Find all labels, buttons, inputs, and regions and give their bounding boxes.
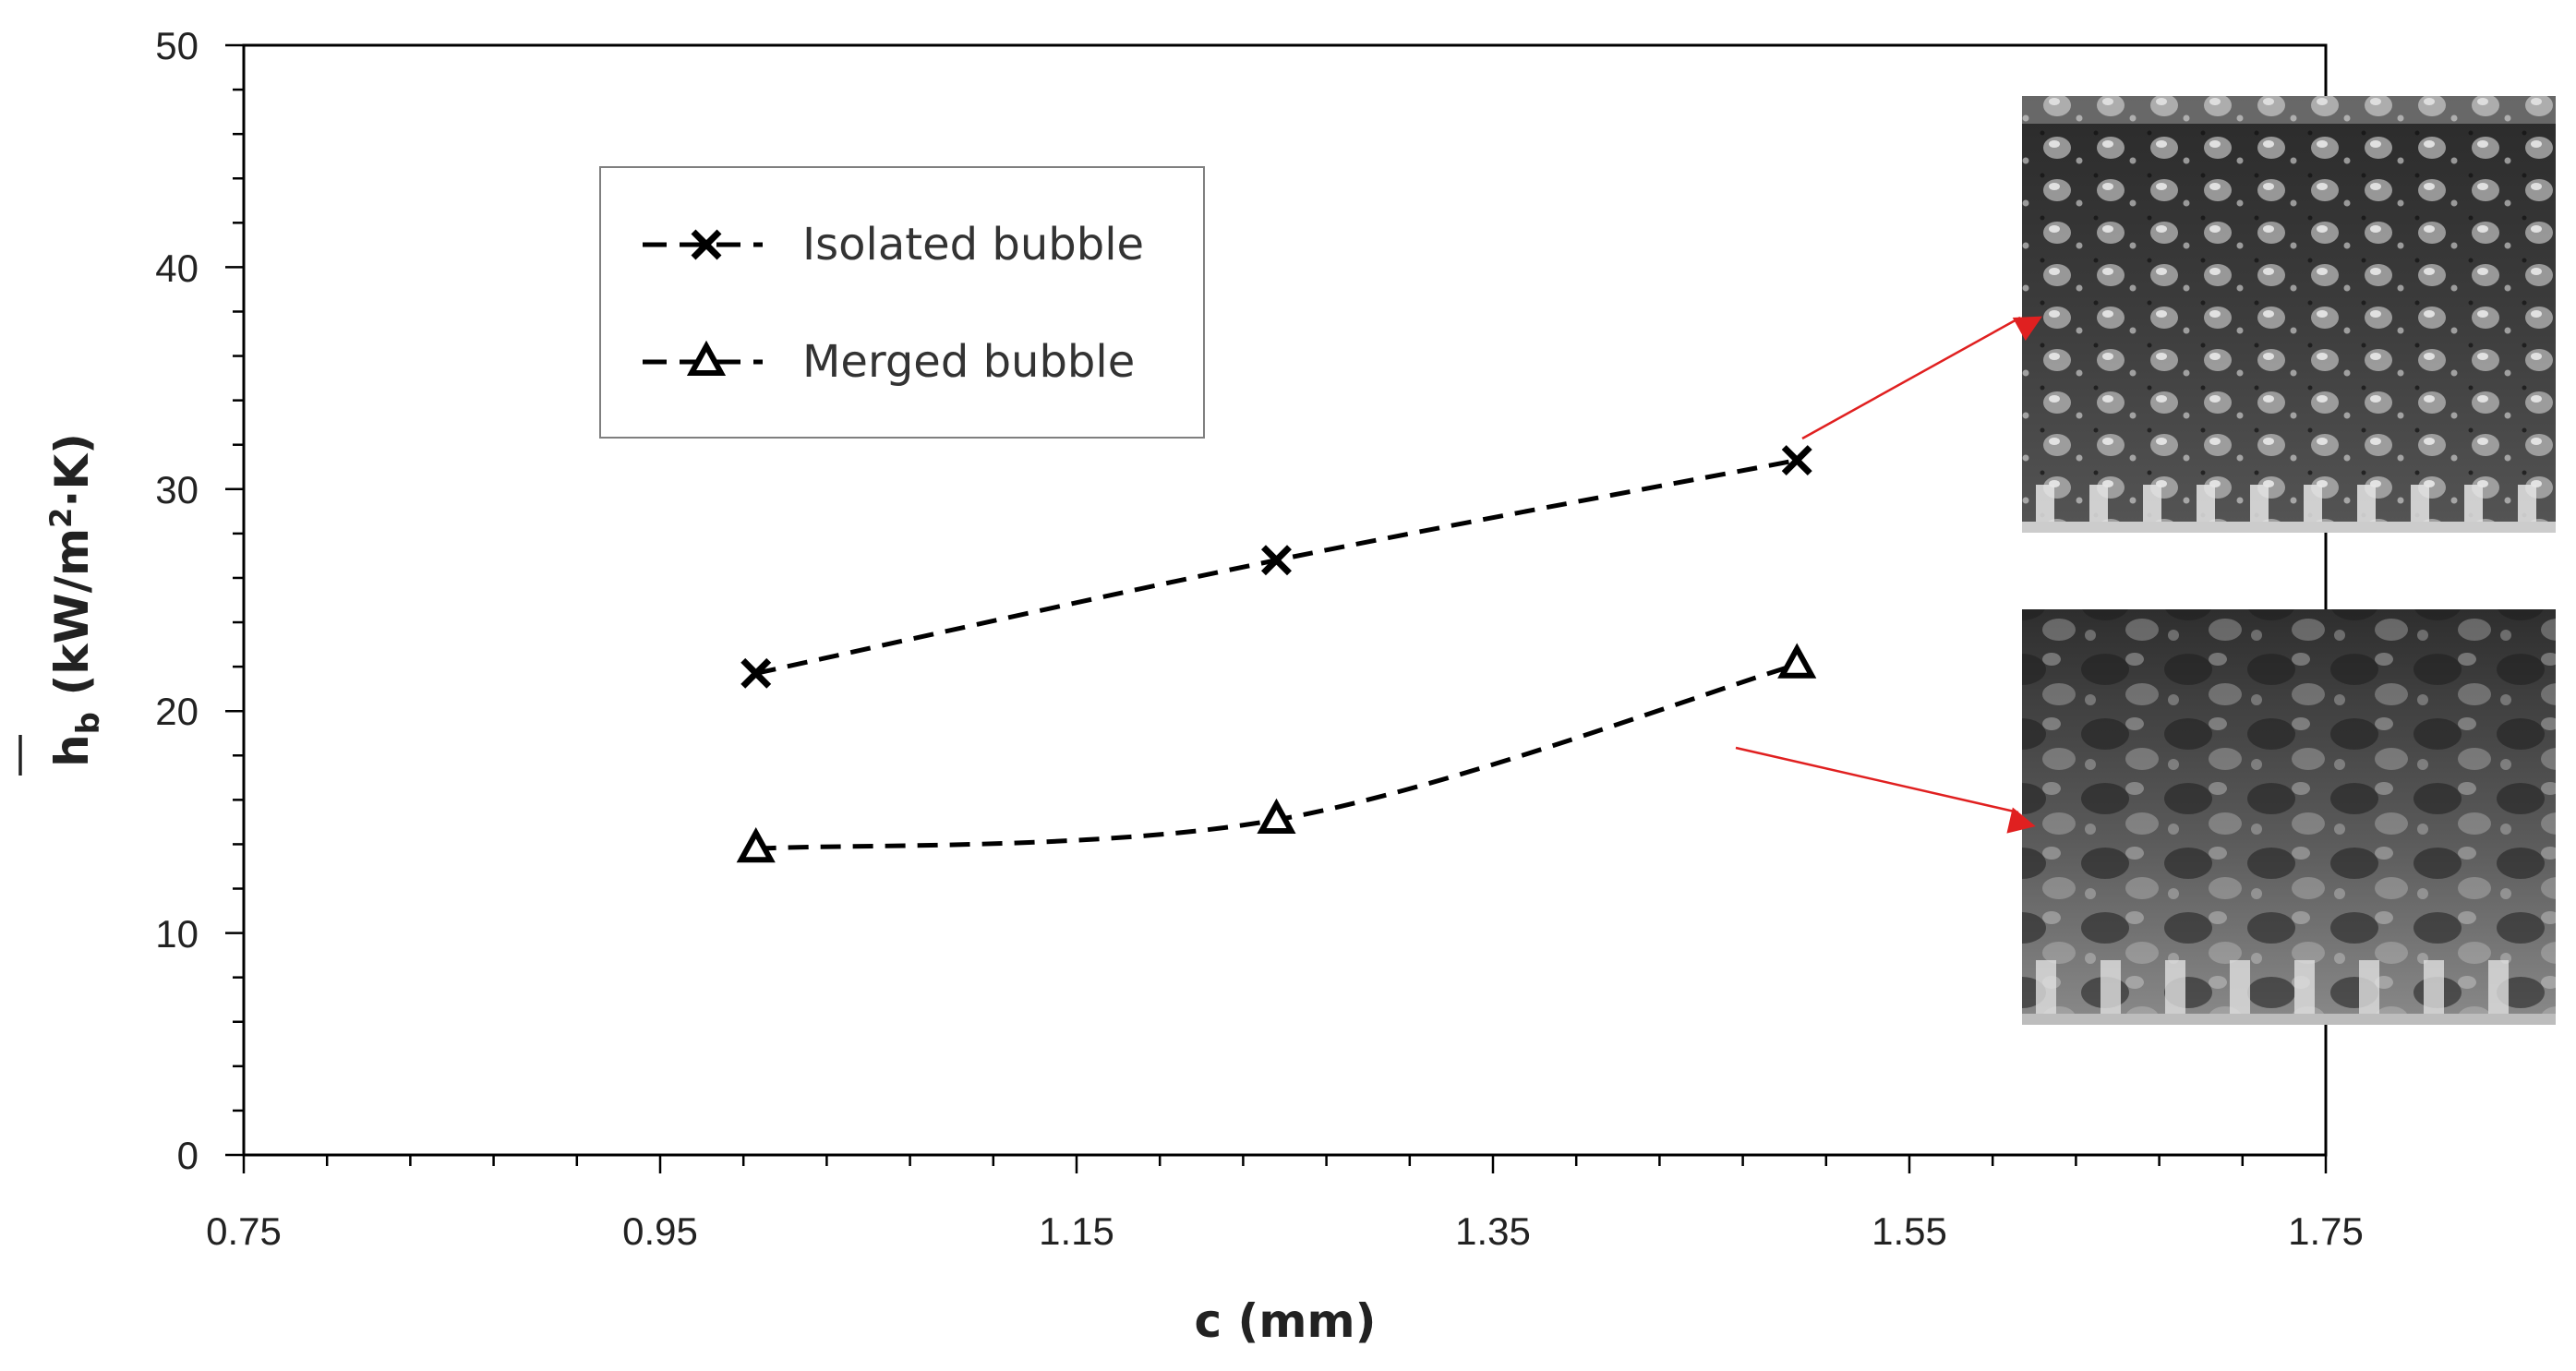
isolated-bubble-point — [740, 657, 772, 689]
merged-bubble-point — [1257, 798, 1296, 834]
y-axis-title-units: (kW/m — [45, 528, 99, 712]
y-tick-label: 30 — [155, 468, 199, 511]
y-tick-label: 10 — [155, 912, 199, 956]
y-tick-label: 40 — [155, 247, 199, 290]
isolated-bubble-point — [1261, 545, 1292, 576]
merged-bubble-point — [736, 827, 776, 863]
legend-isolated-label: Isolated bubble — [802, 219, 1144, 271]
isolated-bubble-photo — [2022, 96, 2556, 533]
legend-merged-label: Merged bubble — [802, 336, 1135, 388]
x-tick-label: 1.75 — [2288, 1209, 2364, 1253]
y-axis-title-sub: b — [70, 712, 107, 734]
legend-isolated-marker — [691, 229, 722, 260]
merged-bubble-point — [1777, 643, 1817, 679]
x-tick-label: 1.55 — [1872, 1209, 1947, 1253]
legend-box — [599, 166, 1205, 439]
merged-bubble-photo — [2022, 609, 2556, 1025]
x-tick-labels: 0.75 0.95 1.15 1.35 1.55 1.75 — [206, 1209, 2364, 1253]
y-axis-title: hb (kW/m2·K) — [18, 433, 107, 776]
plot-frame — [242, 43, 2328, 1157]
y-tick-label: 50 — [155, 24, 199, 67]
x-axis-title: c (mm) — [1195, 1294, 1377, 1348]
series-isolated-bubble — [740, 445, 1812, 689]
legend-item-merged: Merged bubble — [643, 336, 1135, 388]
isolated-bubble-line — [755, 458, 1798, 676]
x-tick-label: 0.75 — [206, 1209, 282, 1253]
plot-area — [225, 43, 2328, 1173]
y-tick-labels: 0 10 20 30 40 50 — [155, 24, 199, 1177]
y-axis-ticks — [225, 43, 244, 1157]
legend-item-isolated: Isolated bubble — [643, 219, 1144, 271]
y-tick-label: 20 — [155, 690, 199, 733]
y-axis-title-units-post: ·K) — [45, 433, 99, 508]
merged-annotation-arrow — [1735, 746, 2036, 834]
x-tick-label: 0.95 — [622, 1209, 698, 1253]
series-merged-bubble — [736, 643, 1817, 863]
isolated-bubble-point — [1781, 445, 1812, 476]
isolated-annotation-arrow — [1801, 316, 2042, 440]
legend-merged-marker — [686, 340, 727, 376]
y-axis-title-main: h — [45, 734, 99, 767]
x-tick-label: 1.15 — [1039, 1209, 1114, 1253]
y-tick-label: 0 — [177, 1134, 199, 1177]
svg-text:hb (kW/m2·K): hb (kW/m2·K) — [43, 433, 107, 767]
x-tick-label: 1.35 — [1455, 1209, 1531, 1253]
x-axis-ticks — [242, 1155, 2328, 1173]
legend: Isolated bubble Merged bubble — [599, 166, 1205, 439]
y-axis-title-units-sup: 2 — [43, 508, 78, 528]
